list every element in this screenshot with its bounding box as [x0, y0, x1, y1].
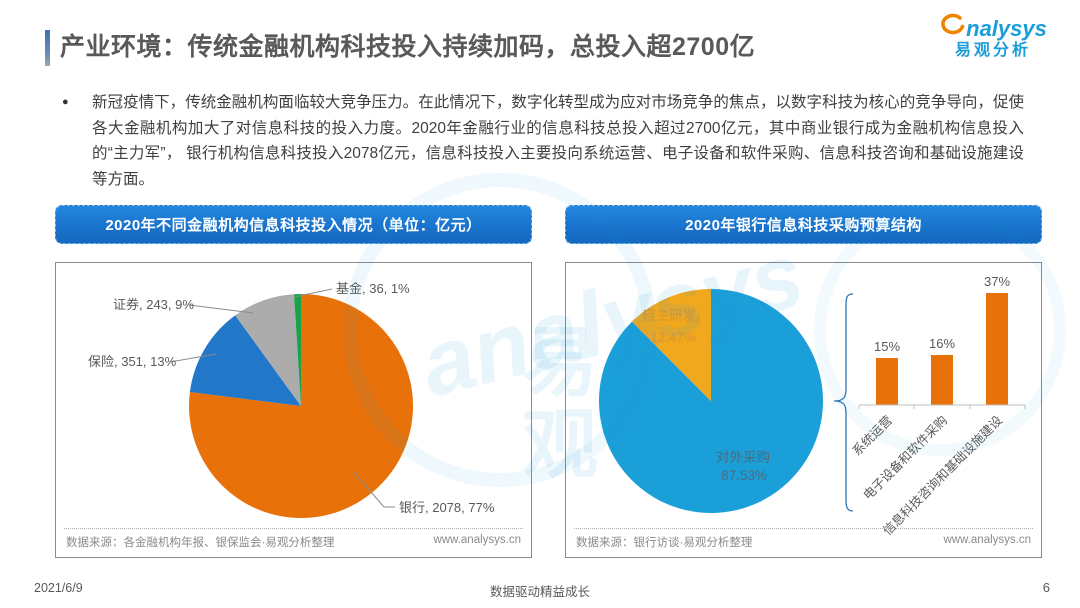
- title-accent-bar: [45, 30, 50, 66]
- pie-label-outsourcing-pct: 87.53%: [721, 468, 767, 483]
- institutions-pie-chart: 基金, 36, 1% 证券, 243, 9% 保险, 351, 13% 银行, …: [88, 281, 495, 518]
- bar-value-3: 37%: [984, 274, 1010, 289]
- bar-category-1: 系统运营: [850, 413, 895, 458]
- pie-label-self-rd-name: 自主研发,: [642, 307, 700, 323]
- analysys-logo: nalysys 易观分析: [934, 13, 1052, 59]
- bar-equipment-software: [931, 355, 953, 405]
- left-data-source: 数据来源：各金融机构年报、银保监会·易观分析整理: [66, 537, 335, 549]
- intro-paragraph: 新冠疫情下，传统金融机构面临较大竞争压力。在此情况下，数字化转型成为应对市场竞争…: [92, 94, 1024, 188]
- procurement-pie-bar-chart: 自主研发, 12.47% 对外采购 87.53% 15% 16% 37% 系统运…: [598, 274, 1026, 538]
- bar-system-operation: [876, 358, 898, 405]
- bar-consulting-infrastructure: [986, 293, 1008, 405]
- source-separator: [574, 528, 1033, 529]
- leader-line-insurance: [169, 353, 217, 363]
- right-data-source: 数据来源：银行访谈·易观分析整理: [576, 537, 753, 549]
- pie-slice-outsourcing: [598, 289, 823, 513]
- logo-brand-text: nalysys: [966, 16, 1047, 41]
- footer-slogan: 数据驱动精益成长: [489, 585, 590, 599]
- pie-slice-fund: [294, 293, 301, 406]
- leader-line-bank: [352, 470, 395, 508]
- pie-label-outsourcing-name: 对外采购: [716, 450, 770, 465]
- intro-block: ● 新冠疫情下，传统金融机构面临较大竞争压力。在此情况下，数字化转型成为应对市场…: [62, 90, 1024, 192]
- logo-a-swoosh-icon: [939, 13, 965, 40]
- bullet-icon: ●: [62, 96, 69, 108]
- pie-slice-securities: [235, 294, 301, 406]
- source-separator: [64, 528, 523, 529]
- leader-line-securities: [188, 304, 254, 314]
- right-chart-title: 2020年银行信息科技采购预算结构: [565, 205, 1042, 244]
- pie-label-self-rd-pct: 12.47%: [650, 330, 696, 345]
- pie-label-securities: 证券, 243, 9%: [113, 297, 194, 312]
- left-site-url: www.analysys.cn: [433, 534, 521, 546]
- right-site-url: www.analysys.cn: [943, 534, 1031, 546]
- brace-icon: [833, 293, 854, 512]
- left-chart-panel: 基金, 36, 1% 证券, 243, 9% 保险, 351, 13% 银行, …: [55, 262, 532, 558]
- footer-date: 2021/6/9: [34, 581, 83, 595]
- pie-slice-bank: [189, 294, 414, 518]
- left-chart-title: 2020年不同金融机构信息科技投入情况（单位：亿元）: [55, 205, 532, 244]
- pie-slice-self-rd: [631, 289, 711, 401]
- pie-label-bank: 银行, 2078, 77%: [399, 500, 495, 515]
- pie-label-insurance: 保险, 351, 13%: [88, 354, 177, 369]
- pie-label-fund: 基金, 36, 1%: [336, 281, 410, 296]
- page-title: 产业环境：传统金融机构科技投入持续加码，总投入超2700亿: [60, 33, 756, 61]
- pie-slice-insurance: [189, 315, 301, 406]
- bar-value-1: 15%: [874, 339, 900, 354]
- logo-brand-cn: 易观分析: [954, 42, 1031, 59]
- leader-line-fund: [293, 288, 333, 298]
- footer-page-number: 6: [1042, 580, 1050, 595]
- right-chart-panel: 自主研发, 12.47% 对外采购 87.53% 15% 16% 37% 系统运…: [565, 262, 1042, 558]
- bar-value-2: 16%: [929, 336, 955, 351]
- bar-category-3: 信息科技咨询和基础设施建设: [880, 412, 1006, 538]
